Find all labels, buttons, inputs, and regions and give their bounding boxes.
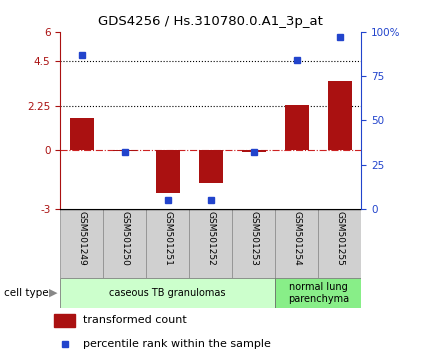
Bar — [199, 150, 223, 183]
Text: GSM501251: GSM501251 — [163, 211, 172, 266]
Text: GSM501250: GSM501250 — [120, 211, 129, 266]
Bar — [70, 118, 94, 150]
Text: percentile rank within the sample: percentile rank within the sample — [83, 339, 270, 349]
Text: GSM501254: GSM501254 — [292, 211, 301, 266]
Text: caseous TB granulomas: caseous TB granulomas — [110, 288, 226, 298]
Bar — [242, 150, 266, 152]
Bar — [146, 209, 189, 278]
Title: GDS4256 / Hs.310780.0.A1_3p_at: GDS4256 / Hs.310780.0.A1_3p_at — [98, 15, 323, 28]
Bar — [113, 150, 137, 151]
Text: cell type: cell type — [4, 288, 49, 298]
Bar — [103, 209, 146, 278]
Bar — [54, 314, 75, 327]
Bar — [275, 278, 361, 308]
Text: GSM501253: GSM501253 — [249, 211, 258, 266]
Text: transformed count: transformed count — [83, 315, 187, 325]
Bar — [275, 209, 318, 278]
Text: GSM501255: GSM501255 — [335, 211, 344, 266]
Bar — [60, 209, 103, 278]
Bar — [189, 209, 232, 278]
Text: GSM501249: GSM501249 — [77, 211, 86, 266]
Bar — [156, 150, 179, 193]
Text: GSM501252: GSM501252 — [206, 211, 215, 266]
Text: normal lung
parenchyma: normal lung parenchyma — [288, 282, 349, 304]
Bar — [232, 209, 275, 278]
Bar — [285, 105, 308, 150]
Bar — [328, 81, 351, 150]
Text: ▶: ▶ — [49, 288, 58, 298]
Bar — [60, 278, 275, 308]
Bar — [318, 209, 361, 278]
